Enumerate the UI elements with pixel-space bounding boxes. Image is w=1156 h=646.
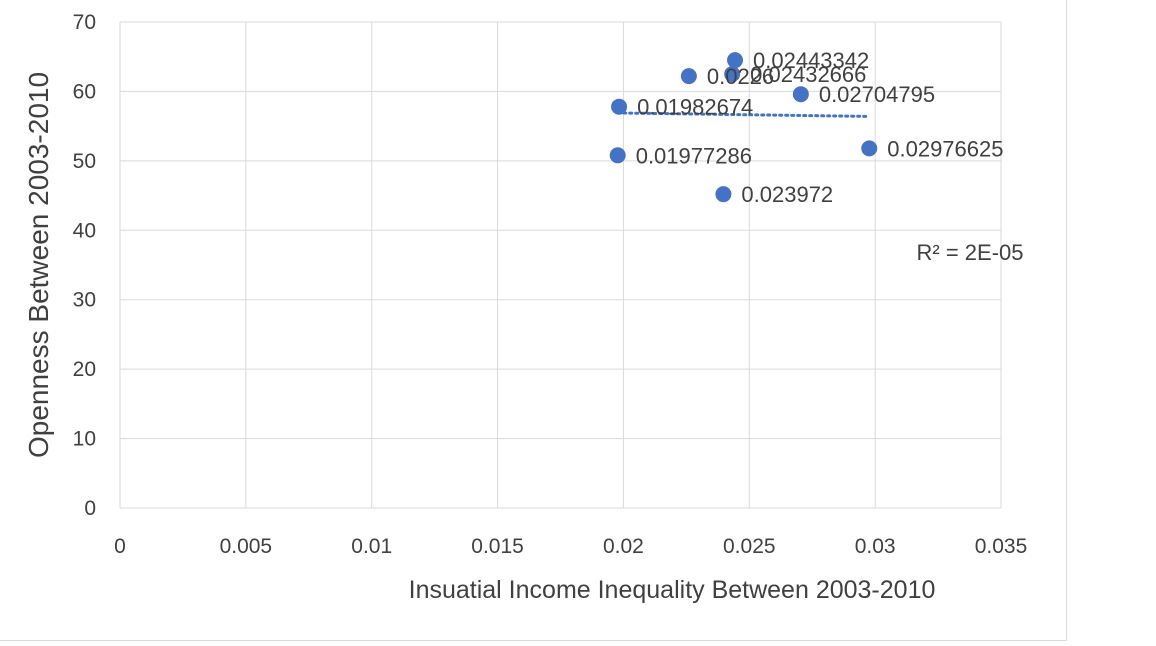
x-tick-label: 0 (114, 535, 126, 558)
gridlines (119, 21, 1002, 509)
data-point (724, 66, 741, 83)
x-tick-label: 0.035 (975, 535, 1028, 558)
data-point (680, 68, 697, 85)
trendline (616, 111, 871, 118)
data-point (715, 186, 732, 203)
data-label: 0.023972 (741, 182, 833, 207)
y-tick-label: 60 (73, 80, 96, 103)
data-points (609, 52, 878, 203)
data-point (611, 98, 628, 115)
data-label: 0.02976625 (887, 136, 1003, 161)
data-point (727, 52, 744, 69)
y-tick-label: 40 (73, 219, 96, 242)
data-label: 0.02704795 (819, 82, 935, 107)
data-label: 0.02443342 (753, 48, 869, 73)
y-tick-label: 70 (73, 11, 96, 34)
x-tick-label: 0.025 (723, 535, 776, 558)
data-point (861, 140, 878, 157)
x-tick-label: 0.005 (220, 535, 273, 558)
right-margin (1067, 0, 1156, 646)
chart-frame: 0.02443342 0.0226 0.02432666 0.02704795 0.01… (0, 0, 1067, 641)
x-tick-label: 0.015 (471, 535, 524, 558)
x-tick-label: 0.03 (855, 535, 896, 558)
y-axis-title: Openness Between 2003-2010 (23, 72, 54, 458)
x-tick-labels: 0 0.005 0.01 0.015 0.02 0.025 0.03 0.035 (114, 535, 1027, 558)
data-label: 0.01977286 (636, 143, 752, 168)
data-point (609, 147, 626, 164)
trendline-group (616, 111, 871, 118)
data-point (792, 86, 809, 103)
y-tick-label: 10 (73, 428, 96, 451)
data-label: 0.02432666 (750, 62, 866, 87)
y-tick-label: 20 (73, 358, 96, 381)
r-squared-annotation: R² = 2E-05 (917, 240, 1024, 265)
x-axis-title: Insuatial Income Inequality Between 2003… (409, 576, 936, 604)
data-label: 0.01982674 (637, 95, 753, 120)
y-tick-labels: 0 10 20 30 40 50 60 70 (73, 11, 96, 520)
y-tick-label: 30 (73, 289, 96, 312)
x-tick-label: 0.01 (351, 535, 392, 558)
data-label: 0.0226 (707, 64, 774, 89)
y-tick-label: 50 (73, 150, 96, 173)
y-tick-label: 0 (84, 497, 96, 520)
x-tick-label: 0.02 (603, 535, 644, 558)
